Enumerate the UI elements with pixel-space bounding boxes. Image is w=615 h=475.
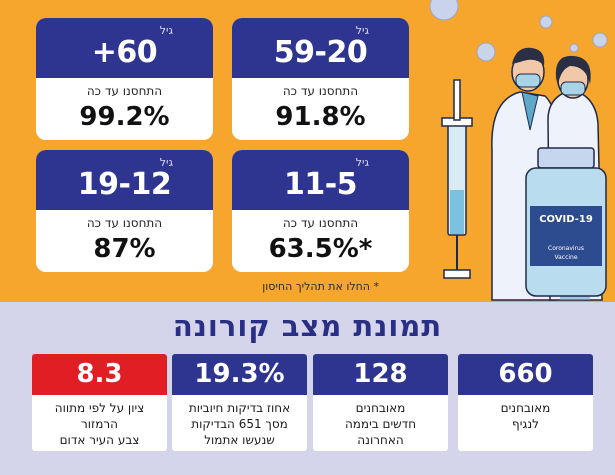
age-card-5-11: גיל 11-5 התחסנו עד כה 63.5%* — [232, 150, 409, 272]
age-unit-label: גיל — [159, 156, 173, 169]
stat-label: ציון על לפי מתווה הרמזור צבע העיר אדום — [32, 395, 167, 448]
age-card-body: התחסנו עד כה 99.2% — [36, 78, 213, 140]
vaccinated-label: התחסנו עד כה — [282, 84, 359, 98]
stat-positive-rate: 19.3% אחוז בדיקות חיוביות מסך 651 הבדיקו… — [172, 354, 307, 451]
stat-label-line: מסך 651 הבדיקות — [191, 417, 288, 431]
stat-label-line: שנעשו אתמול — [204, 433, 275, 447]
age-card-12-19: גיל 19-12 התחסנו עד כה 87% — [36, 150, 213, 272]
age-card-20-59: גיל 59-20 התחסנו עד כה 91.8% — [232, 18, 409, 140]
stat-label: מאובחנים חדשים ביממה האחרונה — [313, 395, 448, 448]
vaccinated-percent: 99.2% — [79, 102, 170, 132]
age-card-body: התחסנו עד כה 91.8% — [232, 78, 409, 140]
footnote: * החלו את תהליך החיסון — [262, 280, 379, 293]
age-unit-label: גיל — [159, 24, 173, 37]
vaccine-vial-icon: COVID-19 Coronavirus Vaccine — [525, 147, 607, 297]
stat-value: 8.3 — [32, 354, 167, 395]
age-unit-label: גיל — [355, 24, 369, 37]
stat-label-line: לנגיף — [512, 417, 539, 431]
age-card-header: גיל 19-12 — [36, 150, 213, 210]
age-card-body: התחסנו עד כה 87% — [36, 210, 213, 272]
stat-label-line: הרמזור — [81, 417, 118, 431]
stat-traffic-light-score: 8.3 ציון על לפי מתווה הרמזור צבע העיר אד… — [32, 354, 167, 451]
stat-new-diagnosed: 128 מאובחנים חדשים ביממה האחרונה — [313, 354, 448, 451]
stat-label-line: מאובחנים — [355, 401, 406, 415]
age-card-header: גיל +60 — [36, 18, 213, 78]
vaccinated-percent: 63.5%* — [268, 234, 373, 264]
stat-value: 660 — [458, 354, 593, 395]
vaccine-illustration: COVID-19 Coronavirus Vaccine — [429, 0, 608, 301]
age-card-60-plus: גיל +60 התחסנו עד כה 99.2% — [36, 18, 213, 140]
vaccinated-percent: 91.8% — [275, 102, 366, 132]
vaccinated-label: התחסנו עד כה — [282, 216, 359, 230]
age-card-header: גיל 59-20 — [232, 18, 409, 78]
stat-label-line: מאובחנים — [500, 401, 551, 415]
vial-sub2: Vaccine — [554, 254, 577, 261]
age-range: +60 — [91, 35, 158, 70]
vaccinated-label: התחסנו עד כה — [86, 84, 163, 98]
age-unit-label: גיל — [355, 156, 369, 169]
vial-sub1: Coronavirus — [548, 245, 584, 252]
age-card-header: גיל 11-5 — [232, 150, 409, 210]
stat-value: 128 — [313, 354, 448, 395]
stat-label: אחוז בדיקות חיוביות מסך 651 הבדיקות שנעש… — [172, 395, 307, 448]
page-title: תמונת מצב קורונה — [172, 309, 443, 343]
vaccinated-label: התחסנו עד כה — [86, 216, 163, 230]
stat-label: מאובחנים לנגיף — [458, 395, 593, 432]
stat-value: 19.3% — [172, 354, 307, 395]
stat-diagnosed-total: 660 מאובחנים לנגיף — [458, 354, 593, 451]
vaccinated-percent: 87% — [93, 234, 156, 264]
stat-label-line: צבע העיר אדום — [59, 433, 140, 447]
age-range: 59-20 — [273, 35, 368, 70]
age-range: 11-5 — [283, 167, 358, 202]
age-card-body: התחסנו עד כה 63.5%* — [232, 210, 409, 272]
virus-icon — [429, 0, 608, 62]
stat-label-line: האחרונה — [357, 433, 404, 447]
stat-label-line: ציון על לפי מתווה — [54, 401, 145, 415]
syringe-icon — [441, 79, 473, 279]
stat-label-line: אחוז בדיקות חיוביות — [188, 401, 291, 415]
vial-label: COVID-19 — [539, 214, 593, 225]
age-range: 19-12 — [77, 167, 172, 202]
stat-label-line: חדשים ביממה — [344, 417, 417, 431]
